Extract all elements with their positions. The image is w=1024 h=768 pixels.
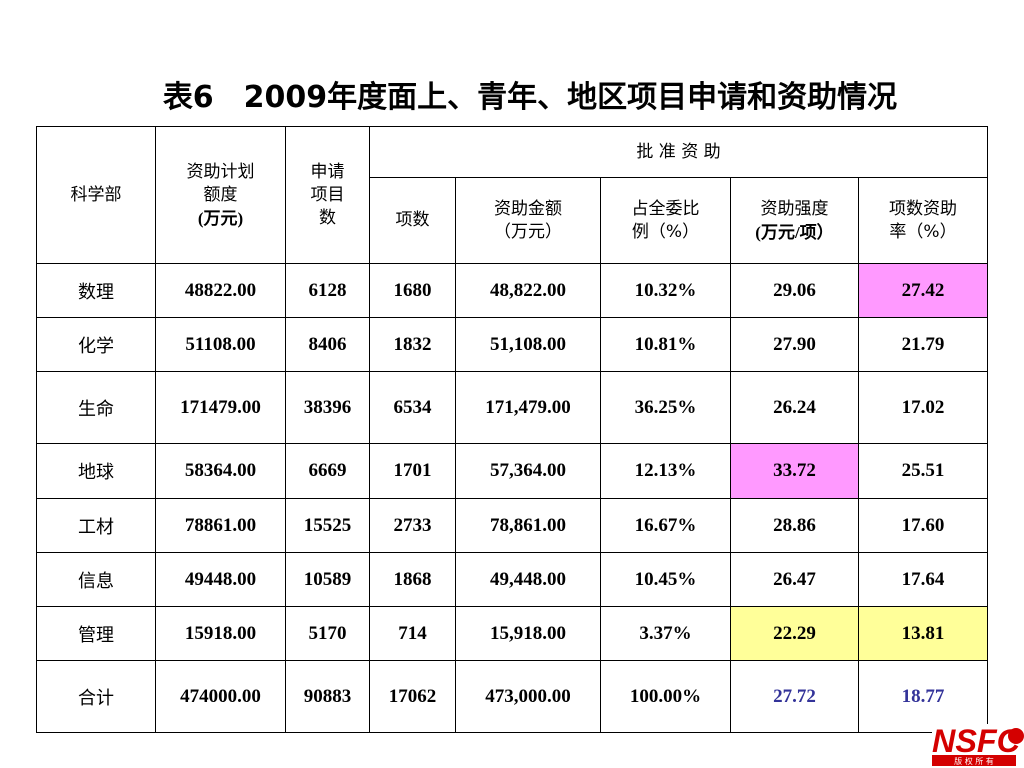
row-plan: 49448.00 (155, 552, 286, 607)
row-share: 12.13% (600, 443, 731, 499)
header-dept: 科学部 (36, 126, 156, 264)
row-count: 6534 (369, 371, 456, 444)
header-share: 占全委比 例（%） (600, 177, 731, 264)
row-amount: 48,822.00 (455, 263, 601, 318)
row-intensity-highlight: 22.29 (730, 606, 859, 661)
page-title: 表6 2009年度面上、青年、地区项目申请和资助情况 (162, 80, 898, 115)
header-plan: 资助计划 额度 (万元) (155, 126, 286, 264)
table-row: 地球 58364.00 6669 1701 57,364.00 12.13% 3… (36, 443, 988, 499)
row-plan: 48822.00 (155, 263, 286, 318)
row-amount: 51,108.00 (455, 317, 601, 372)
row-plan: 474000.00 (155, 660, 286, 733)
table-row: 信息 49448.00 10589 1868 49,448.00 10.45% … (36, 552, 988, 607)
row-share: 16.67% (600, 498, 731, 553)
row-count: 1680 (369, 263, 456, 318)
table-row: 化学 51108.00 8406 1832 51,108.00 10.81% 2… (36, 317, 988, 372)
header-intensity: 资助强度 (万元/项） (730, 177, 859, 264)
row-rate: 25.51 (858, 443, 988, 499)
table-row: 生命 171479.00 38396 6534 171,479.00 36.25… (36, 371, 988, 444)
row-dept: 管理 (36, 606, 156, 661)
header-count: 项数 (369, 177, 456, 264)
row-plan: 15918.00 (155, 606, 286, 661)
row-dept: 数理 (36, 263, 156, 318)
row-plan: 58364.00 (155, 443, 286, 499)
row-dept: 合计 (36, 660, 156, 733)
header-apply: 申请 项目 数 (285, 126, 370, 264)
row-dept: 地球 (36, 443, 156, 499)
row-dept: 化学 (36, 317, 156, 372)
table-row: 管理 15918.00 5170 714 15,918.00 3.37% 22.… (36, 606, 988, 661)
row-count: 2733 (369, 498, 456, 553)
row-plan: 51108.00 (155, 317, 286, 372)
row-share: 36.25% (600, 371, 731, 444)
row-amount: 171,479.00 (455, 371, 601, 444)
row-apply: 15525 (285, 498, 370, 553)
row-share: 10.81% (600, 317, 731, 372)
header-rate: 项数资助 率（%） (858, 177, 988, 264)
row-share: 3.37% (600, 606, 731, 661)
row-count: 714 (369, 606, 456, 661)
table-row-total: 合计 474000.00 90883 17062 473,000.00 100.… (36, 660, 988, 733)
row-apply: 10589 (285, 552, 370, 607)
row-intensity: 26.47 (730, 552, 859, 607)
table-row: 数理 48822.00 6128 1680 48,822.00 10.32% 2… (36, 263, 988, 318)
row-rate-highlight: 13.81 (858, 606, 988, 661)
row-intensity: 26.24 (730, 371, 859, 444)
row-intensity: 29.06 (730, 263, 859, 318)
row-dept: 生命 (36, 371, 156, 444)
row-apply: 38396 (285, 371, 370, 444)
row-count: 1832 (369, 317, 456, 372)
row-plan: 78861.00 (155, 498, 286, 553)
row-amount: 473,000.00 (455, 660, 601, 733)
logo-text: NSFC (932, 723, 1021, 759)
row-intensity: 28.86 (730, 498, 859, 553)
row-intensity-total: 27.72 (730, 660, 859, 733)
row-rate: 21.79 (858, 317, 988, 372)
row-plan: 171479.00 (155, 371, 286, 444)
row-rate: 17.60 (858, 498, 988, 553)
logo-subtext: 版 权 所 有 (954, 756, 994, 766)
table-row: 工材 78861.00 15525 2733 78,861.00 16.67% … (36, 498, 988, 553)
row-amount: 15,918.00 (455, 606, 601, 661)
row-count: 1868 (369, 552, 456, 607)
row-count: 1701 (369, 443, 456, 499)
row-rate-highlight: 27.42 (858, 263, 988, 318)
row-apply: 6669 (285, 443, 370, 499)
row-apply: 6128 (285, 263, 370, 318)
row-amount: 49,448.00 (455, 552, 601, 607)
row-apply: 8406 (285, 317, 370, 372)
row-rate: 17.02 (858, 371, 988, 444)
row-intensity-highlight: 33.72 (730, 443, 859, 499)
row-apply: 90883 (285, 660, 370, 733)
nsfc-logo: NSFC 版 权 所 有 (932, 723, 1024, 766)
row-intensity: 27.90 (730, 317, 859, 372)
header-amount: 资助金额 （万元） (455, 177, 601, 264)
row-dept: 工材 (36, 498, 156, 553)
funding-table: 科学部 资助计划 额度 (万元) 申请 项目 数 批 准 资 助 项数 资助金额… (36, 126, 988, 733)
row-apply: 5170 (285, 606, 370, 661)
header-approved: 批 准 资 助 (369, 126, 988, 178)
row-amount: 78,861.00 (455, 498, 601, 553)
row-rate: 17.64 (858, 552, 988, 607)
row-share: 100.00% (600, 660, 731, 733)
row-share: 10.45% (600, 552, 731, 607)
row-dept: 信息 (36, 552, 156, 607)
row-share: 10.32% (600, 263, 731, 318)
row-amount: 57,364.00 (455, 443, 601, 499)
row-count: 17062 (369, 660, 456, 733)
row-rate-total: 18.77 (858, 660, 988, 733)
